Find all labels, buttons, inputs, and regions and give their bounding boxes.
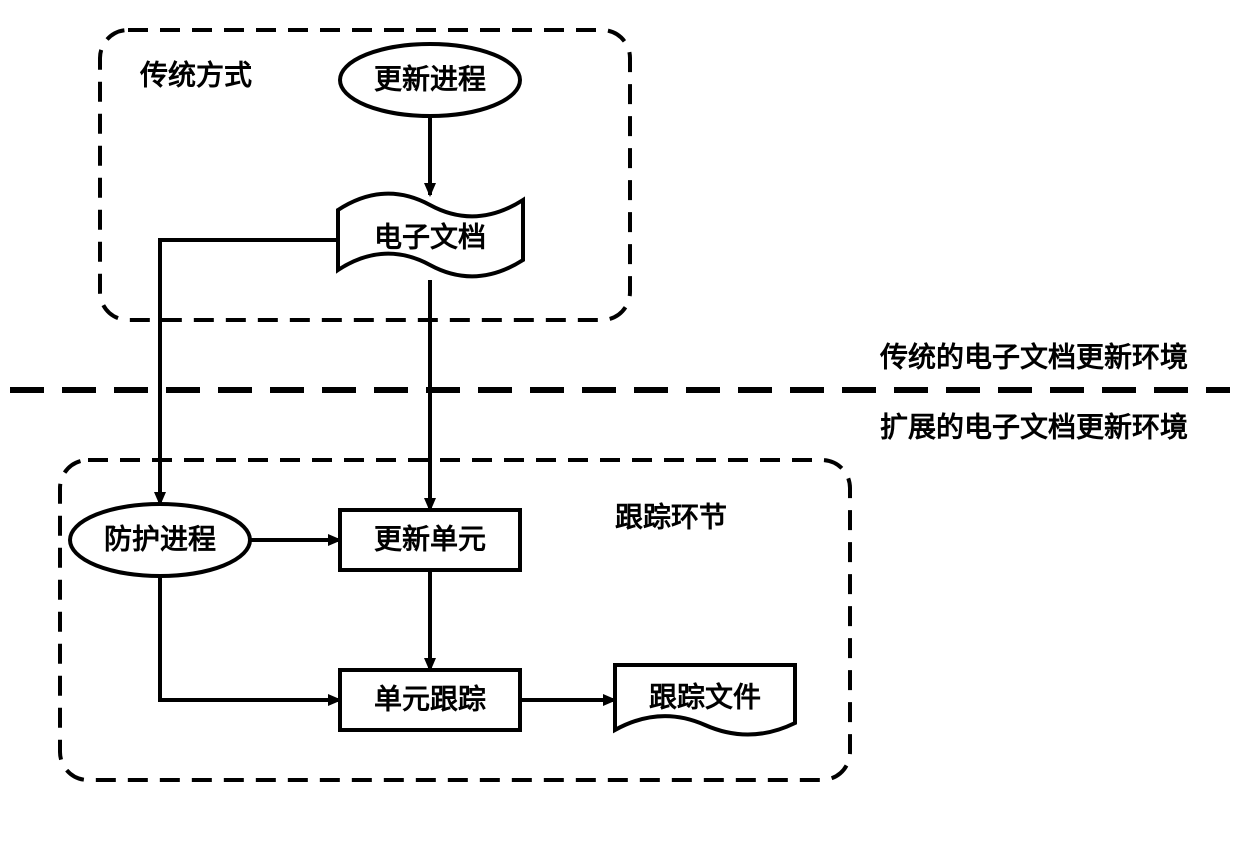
env-extended-label: 扩展的电子文档更新环境 [880,410,1188,443]
group-traditional-label: 传统方式 [139,58,252,91]
node-e-doc-label: 电子文档 [374,220,486,253]
edge-protect-to-unit-track [160,576,340,700]
node-update-process-label: 更新进程 [374,63,486,95]
env-traditional-label: 传统的电子文档更新环境 [879,340,1188,373]
node-track-file-label: 跟踪文件 [649,680,761,713]
group-tracking-label: 跟踪环节 [615,500,727,533]
edge-e-doc-to-protect-process [160,240,338,504]
node-unit-track-label: 单元跟踪 [374,682,486,715]
flowchart-canvas: 传统方式 跟踪环节 传统的电子文档更新环境 扩展的电子文档更新环境 更新进程 电… [0,0,1240,853]
node-update-unit-label: 更新单元 [374,523,486,555]
node-protect-process-label: 防护进程 [104,523,216,555]
